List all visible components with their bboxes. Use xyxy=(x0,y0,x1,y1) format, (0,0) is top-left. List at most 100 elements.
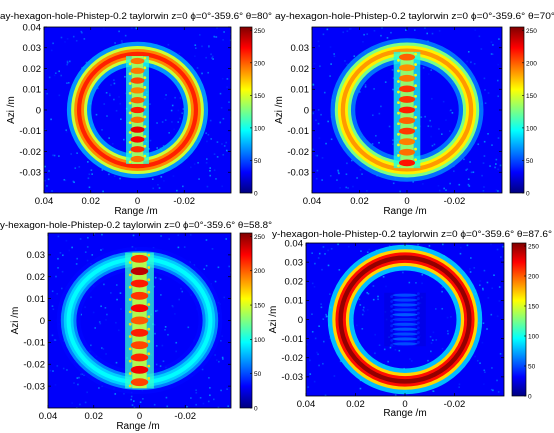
noise-speckle xyxy=(487,92,490,94)
ring-core xyxy=(338,255,472,384)
noise-speckle xyxy=(215,178,217,180)
noise-speckle xyxy=(499,164,502,167)
noise-speckle xyxy=(66,60,69,63)
noise-speckle xyxy=(98,387,100,389)
noise-speckle xyxy=(175,341,178,344)
noise-speckle xyxy=(64,179,67,182)
noise-speckle xyxy=(321,157,324,159)
noise-speckle xyxy=(108,137,110,139)
stripe-speckle xyxy=(128,131,132,134)
noise-speckle xyxy=(51,305,54,307)
noise-speckle xyxy=(430,342,433,344)
noise-speckle xyxy=(499,353,502,355)
noise-speckle xyxy=(167,43,170,46)
noise-speckle xyxy=(101,248,104,250)
noise-speckle xyxy=(493,274,495,277)
noise-speckle xyxy=(210,138,213,140)
stripe-blob xyxy=(130,67,145,74)
noise-speckle xyxy=(391,69,394,71)
noise-speckle xyxy=(155,345,158,347)
noise-speckle xyxy=(49,369,52,372)
noise-speckle xyxy=(139,401,142,404)
y-tick-label: 0.01 xyxy=(27,294,46,305)
noise-speckle xyxy=(431,390,434,392)
stripe-blob xyxy=(130,291,149,300)
stripe-speckle xyxy=(390,334,394,337)
colorbar-tick-label: 250 xyxy=(254,234,265,241)
noise-speckle xyxy=(496,248,499,251)
y-tick-label: -0.01 xyxy=(287,126,309,137)
noise-speckle xyxy=(315,119,317,122)
noise-speckle xyxy=(71,246,73,249)
stripe-blob xyxy=(398,64,416,72)
noise-speckle xyxy=(490,53,493,55)
noise-speckle xyxy=(193,264,196,266)
noise-speckle xyxy=(484,102,487,105)
y-axis-label: Azi /m xyxy=(10,307,21,335)
noise-speckle xyxy=(50,118,52,121)
noise-speckle xyxy=(491,144,493,146)
noise-speckle xyxy=(430,125,433,128)
x-tick-label: 0.02 xyxy=(350,196,369,207)
noise-speckle xyxy=(79,403,81,406)
noise-speckle xyxy=(133,406,136,408)
noise-speckle xyxy=(46,191,48,193)
heatmap-image xyxy=(49,233,231,408)
noise-speckle xyxy=(68,249,71,252)
noise-speckle xyxy=(162,360,165,363)
noise-speckle xyxy=(371,143,374,145)
noise-speckle xyxy=(47,178,50,181)
noise-speckle xyxy=(100,305,102,308)
stripe-blob xyxy=(130,155,145,163)
noise-speckle xyxy=(155,363,158,366)
noise-speckle xyxy=(495,158,498,161)
noise-speckle xyxy=(459,246,462,249)
noise-speckle xyxy=(491,53,494,56)
noise-speckle xyxy=(44,179,46,182)
noise-speckle xyxy=(449,130,451,132)
noise-speckle xyxy=(402,271,404,274)
noise-speckle xyxy=(440,133,443,135)
stripe-speckle xyxy=(416,297,420,300)
stripe-speckle xyxy=(397,80,400,83)
noise-speckle xyxy=(177,121,180,123)
noise-speckle xyxy=(313,285,316,288)
noise-speckle xyxy=(153,285,156,288)
noise-speckle xyxy=(54,72,57,74)
noise-speckle xyxy=(220,107,223,109)
y-tick-label: 0.03 xyxy=(285,257,304,268)
stripe-blob xyxy=(392,298,418,302)
noise-speckle xyxy=(132,234,135,237)
noise-speckle xyxy=(329,293,331,295)
noise-speckle xyxy=(311,330,314,333)
stripe-speckle xyxy=(414,94,417,98)
y-axis-label: Azi /m xyxy=(274,96,285,124)
noise-speckle xyxy=(327,120,329,123)
noise-speckle xyxy=(322,362,324,365)
y-tick-label: 0 xyxy=(304,105,309,116)
noise-speckle xyxy=(131,27,133,29)
stripe-blob xyxy=(130,57,145,65)
noise-speckle xyxy=(483,155,486,157)
noise-speckle xyxy=(330,138,333,141)
stripe-speckle xyxy=(143,115,147,119)
noise-speckle xyxy=(436,356,439,358)
noise-speckle xyxy=(189,234,192,236)
noise-speckle xyxy=(430,350,432,353)
noise-speckle xyxy=(424,115,426,118)
noise-speckle xyxy=(333,55,336,58)
stripe-speckle xyxy=(147,327,151,331)
noise-speckle xyxy=(502,245,504,248)
noise-speckle xyxy=(102,348,105,350)
noise-speckle xyxy=(325,313,327,316)
noise-speckle xyxy=(329,75,331,77)
noise-speckle xyxy=(312,148,314,151)
noise-speckle xyxy=(470,257,472,259)
noise-speckle xyxy=(366,190,368,192)
stripe-blob xyxy=(392,293,418,297)
x-tick-label: 0.04 xyxy=(297,399,316,410)
stripe-speckle xyxy=(416,292,420,296)
stripe-speckle xyxy=(147,315,151,319)
stripe-speckle xyxy=(128,140,132,144)
stripe-blob xyxy=(392,327,418,331)
